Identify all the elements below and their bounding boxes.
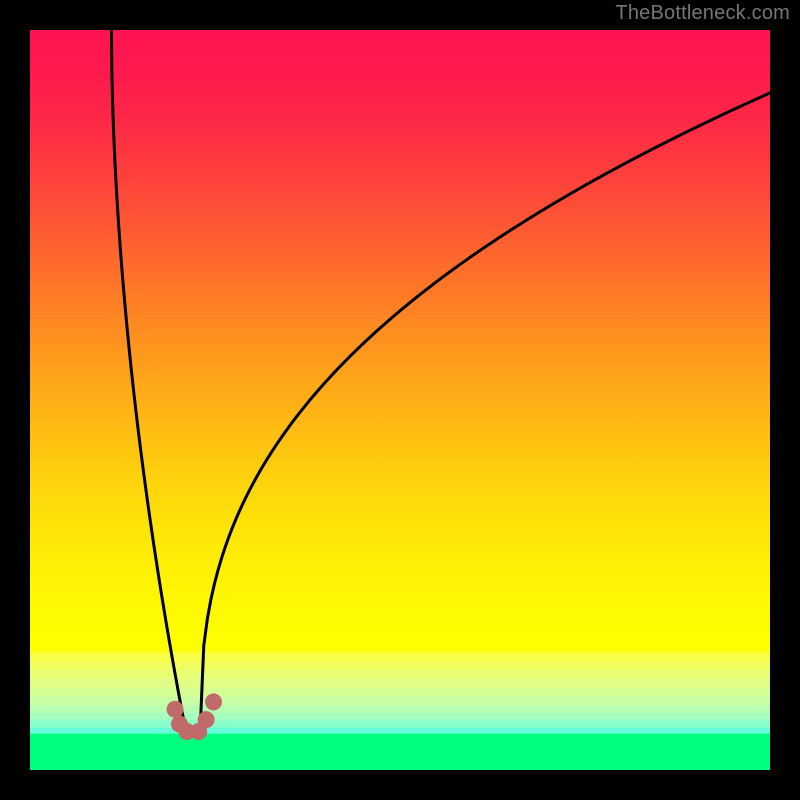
marker-dot: [205, 693, 222, 710]
gradient-chart: [30, 30, 770, 770]
watermark-text: TheBottleneck.com: [615, 2, 790, 25]
plot-area: [30, 30, 770, 770]
marker-dot: [167, 701, 184, 718]
marker-dot: [198, 711, 215, 728]
gradient-background: [30, 30, 770, 770]
